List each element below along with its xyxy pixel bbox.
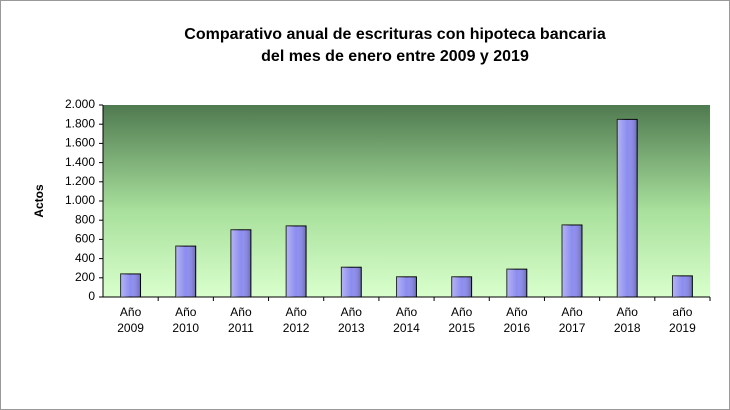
x-tick-label-line: Año (341, 305, 363, 319)
bar-shade (396, 276, 417, 297)
x-tick-label-line: 2010 (172, 321, 199, 335)
x-tick-label-line: 2009 (117, 321, 144, 335)
x-tick-label-line: Año (175, 305, 197, 319)
x-tick-label-line: Año (506, 305, 528, 319)
x-tick-label-line: Año (230, 305, 252, 319)
plot-area (103, 105, 710, 297)
x-tick-label-line: año (672, 305, 692, 319)
x-tick-label-line: Año (561, 305, 583, 319)
y-tick-label: 400 (75, 251, 95, 265)
y-tick-label: 1.800 (65, 116, 95, 130)
x-tick-label-line: Año (451, 305, 473, 319)
y-tick-label: 1.200 (65, 174, 95, 188)
y-tick-label: 0 (88, 289, 95, 303)
x-tick-label-line: 2014 (393, 321, 420, 335)
bar-shade (231, 229, 251, 297)
x-tick-label-line: Año (285, 305, 307, 319)
x-tick-label: Año 2014 (393, 305, 420, 335)
x-tick-label: Año 2015 (448, 305, 475, 335)
y-axis-label: Actos (32, 184, 46, 218)
x-tick-label-line: Año (396, 305, 418, 319)
bar-shade (672, 275, 693, 297)
bar-shade (506, 269, 527, 297)
x-tick-label: año 2019 (669, 305, 696, 335)
x-tick-label-line: Año (617, 305, 639, 319)
x-tick-label: Año 2016 (504, 305, 531, 335)
x-tick-label: Año 2017 (559, 305, 586, 335)
x-tick-label: Año 2012 (283, 305, 310, 335)
x-tick-label-line: 2019 (669, 321, 696, 335)
x-tick-label-line: Año (120, 305, 142, 319)
y-tick-label: 1.000 (65, 193, 95, 207)
bar-shade (617, 119, 638, 298)
bar-shade (562, 225, 582, 297)
bar-shade (451, 276, 472, 297)
x-tick-label: Año 2010 (172, 305, 199, 335)
x-tick-label-line: 2012 (283, 321, 310, 335)
x-tick-label-line: 2015 (448, 321, 475, 335)
chart-title: del mes de enero entre 2009 y 2019 (261, 48, 529, 65)
x-tick-label-line: 2017 (559, 321, 586, 335)
bar-shade (120, 273, 141, 297)
x-tick-label: Año 2018 (614, 305, 641, 335)
y-tick-label: 600 (75, 232, 95, 246)
x-tick-label: Año 2013 (338, 305, 365, 335)
y-tick-label: 1.600 (65, 136, 95, 150)
y-tick-label: 800 (75, 212, 95, 226)
x-tick-label-line: 2016 (504, 321, 531, 335)
y-tick-label: 200 (75, 270, 95, 284)
x-tick-label: Año 2009 (117, 305, 144, 335)
x-tick-label-line: 2013 (338, 321, 365, 335)
x-tick-label-line: 2011 (228, 321, 254, 335)
bar-shade (341, 267, 362, 297)
y-tick-label: 2.000 (65, 97, 95, 111)
bar-shade (286, 225, 307, 297)
bar-shade (175, 246, 196, 297)
chart-title: Comparativo anual de escrituras con hipo… (184, 26, 606, 43)
y-tick-label: 1.400 (65, 155, 95, 169)
x-tick-label-line: 2018 (614, 321, 641, 335)
x-tick-label: Año 2011 (228, 305, 254, 335)
